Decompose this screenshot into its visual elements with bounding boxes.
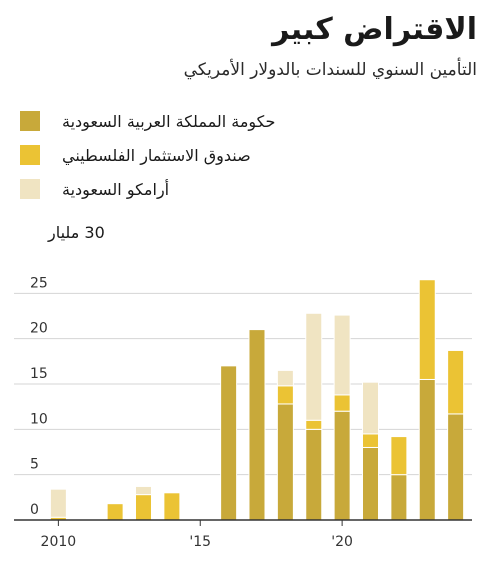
bar-2016-series-0 [220,365,238,521]
bar-2020-series-2 [333,314,351,396]
bar-2023-series-0 [418,378,436,521]
y-tick-label-0: 0 [30,502,39,518]
x-tick-label-2010: 2010 [41,534,77,550]
bar-2021-series-1 [362,433,379,448]
legend-label-pif: صندوق الاستثمار الفلسطيني [62,145,251,165]
y-tick-label-15: 15 [30,366,48,382]
legend-item-pif: صندوق الاستثمار الفلسطيني [20,138,350,172]
bar-2012-series-1 [106,503,124,521]
y-tick-label-10: 10 [30,411,48,427]
bar-2021-series-0 [362,446,379,521]
chart-title: الاقتراض كبير [272,12,477,47]
y-tick-label-25: 25 [30,275,48,291]
bar-2010-series-2 [49,488,67,518]
bar-2024-series-0 [447,413,465,521]
bar-2019-series-2 [305,312,323,421]
bar-2018-series-2 [276,369,294,387]
bar-2019-series-0 [305,428,323,521]
x-tick-label-2020: '20 [331,534,353,550]
bar-2024-series-1 [447,349,465,415]
legend-swatch-pif [20,145,40,165]
bar-2017-series-0 [248,329,266,521]
chart-subtitle: التأمين السنوي للسندات بالدولار الأمريكي [183,60,477,80]
bar-2013-series-1 [135,494,152,521]
bar-2020-series-1 [333,394,351,412]
legend-item-saudi-government: حكومة المملكة العربية السعودية [20,104,350,138]
y-axis-unit-label: 30 مليار [48,223,105,242]
bar-2014-series-1 [163,492,181,521]
bar-2019-series-1 [305,419,323,430]
legend-label-saudi-government: حكومة المملكة العربية السعودية [62,111,276,131]
legend-item-aramco: أرامكو السعودية [20,172,350,206]
legend-swatch-aramco [20,179,40,199]
bar-2022-series-0 [390,474,408,521]
chart-legend: حكومة المملكة العربية السعودية صندوق الا… [20,104,350,206]
bar-2020-series-0 [333,410,351,521]
legend-label-aramco: أرامكو السعودية [62,179,170,199]
bar-2018-series-1 [276,385,294,405]
bar-2023-series-1 [418,279,436,380]
legend-swatch-saudi-government [20,111,40,131]
y-tick-label-5: 5 [30,457,39,473]
bar-2018-series-0 [276,403,294,521]
bar-2021-series-2 [362,381,379,435]
bar-2013-series-2 [135,485,152,496]
bar-2022-series-1 [390,436,408,476]
y-tick-label-20: 20 [30,321,48,337]
x-tick-label-2015: '15 [189,534,211,550]
